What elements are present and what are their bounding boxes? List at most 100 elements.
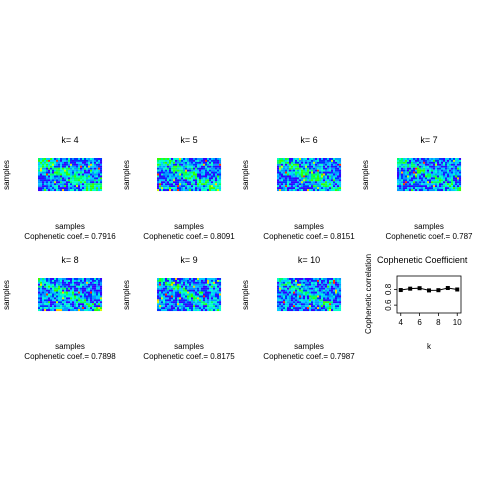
heatmap-cell	[60, 295, 63, 298]
heatmap-cell	[96, 169, 99, 172]
heatmap-cell	[46, 189, 49, 192]
heatmap-cell	[311, 303, 314, 306]
heatmap-cell	[64, 309, 67, 312]
heatmap-cell	[337, 179, 340, 182]
heatmap-cell	[90, 171, 93, 174]
heatmap-cell	[437, 173, 440, 176]
heatmap-cell	[289, 289, 292, 292]
heatmap-cell	[329, 287, 332, 290]
heatmap-cell	[217, 189, 220, 192]
heatmap-cell	[157, 165, 160, 168]
heatmap-cell	[419, 158, 422, 160]
heatmap-cell	[76, 185, 79, 188]
heatmap-cell	[295, 301, 298, 304]
heatmap-cell	[201, 189, 204, 192]
heatmap-cell	[207, 291, 210, 294]
heatmap-cell	[175, 159, 178, 162]
heatmap-cell	[92, 278, 95, 280]
heatmap-cell	[98, 297, 101, 300]
heatmap-cell	[329, 307, 332, 310]
heatmap-cell	[171, 175, 174, 178]
heatmap-cell	[215, 303, 218, 306]
heatmap-cell	[54, 305, 57, 308]
heatmap-cell	[197, 281, 200, 284]
heatmap-cell	[315, 285, 318, 288]
heatmap-cell	[319, 185, 322, 188]
heatmap-cell	[397, 175, 400, 178]
heatmap-cell	[299, 297, 302, 300]
heatmap-cell	[98, 169, 101, 172]
heatmap-cell	[96, 171, 99, 174]
heatmap-cell	[297, 293, 300, 296]
heatmap-cell	[289, 303, 292, 306]
heatmap-cell	[455, 163, 458, 166]
heatmap-cell	[311, 285, 314, 288]
heatmap-cell	[297, 173, 300, 176]
heatmap-cell	[70, 187, 73, 190]
heatmap-cell	[321, 169, 324, 172]
heatmap-cell	[96, 161, 99, 164]
heatmap-cell	[92, 283, 95, 286]
heatmap-cell	[62, 283, 65, 286]
heatmap-cell	[303, 309, 306, 312]
heatmap-cell	[193, 183, 196, 186]
heatmap-cell	[88, 181, 91, 184]
heatmap-cell	[211, 179, 214, 182]
heatmap-cell	[183, 285, 186, 288]
heatmap-cell	[333, 307, 336, 310]
heatmap-cell	[88, 279, 91, 282]
heatmap-cell	[291, 158, 294, 160]
heatmap-cell	[313, 293, 316, 296]
heatmap-cell	[167, 301, 170, 304]
heatmap-cell	[423, 177, 426, 180]
heatmap-cell	[405, 175, 408, 178]
heatmap-cell	[92, 297, 95, 300]
heatmap-cell	[219, 187, 222, 190]
heatmap-cell	[189, 307, 192, 310]
heatmap-cell	[58, 163, 61, 166]
heatmap-cell	[207, 297, 210, 300]
heatmap-cell	[311, 291, 314, 294]
heatmap-cell	[203, 279, 206, 282]
heatmap-cell	[100, 285, 103, 288]
heatmap-cell	[327, 163, 330, 166]
heatmap-cell	[157, 163, 160, 166]
heatmap-cell	[289, 287, 292, 290]
heatmap-cell	[397, 171, 400, 174]
heatmap-cell	[100, 163, 103, 166]
heatmap-cell	[94, 179, 97, 182]
heatmap-cell	[70, 159, 73, 162]
heatmap-cell	[66, 161, 69, 164]
heatmap-cell	[98, 279, 101, 282]
heatmap-cell	[181, 287, 184, 290]
heatmap-cell	[211, 285, 214, 288]
heatmap-cell	[415, 187, 418, 190]
heatmap-cell	[281, 183, 284, 186]
heatmap-cell	[187, 287, 190, 290]
heatmap-cell	[283, 309, 286, 312]
heatmap-cell	[313, 285, 316, 288]
heatmap-cell	[96, 287, 99, 290]
heatmap-cell	[289, 158, 292, 160]
heatmap-cell	[201, 309, 204, 312]
heatmap-cell	[403, 159, 406, 162]
heatmap-cell	[407, 169, 410, 172]
heatmap-cell	[88, 169, 91, 172]
heatmap-cell	[279, 285, 282, 288]
heatmap-cell	[58, 295, 61, 298]
data-point	[427, 288, 431, 293]
heatmap-cell	[187, 161, 190, 164]
heatmap-cell	[439, 171, 442, 174]
heatmap-cell	[183, 169, 186, 172]
heatmap-cell	[277, 289, 280, 292]
heatmap-cell	[46, 167, 49, 170]
heatmap-cell	[277, 278, 280, 280]
heatmap-cell	[427, 161, 430, 164]
heatmap-cell	[301, 165, 304, 168]
heatmap-cell	[62, 183, 65, 186]
heatmap-cell	[309, 299, 312, 302]
heatmap-cell	[98, 299, 101, 302]
heatmap-cell	[431, 187, 434, 190]
heatmap-cell	[319, 299, 322, 302]
heatmap-cell	[407, 175, 410, 178]
